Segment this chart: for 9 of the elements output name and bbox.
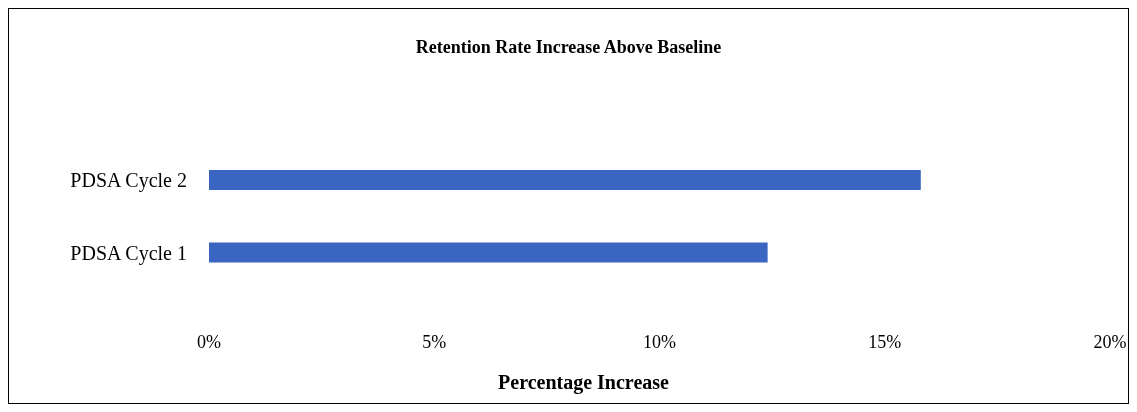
y-tick-label: PDSA Cycle 1 <box>70 241 187 265</box>
x-tick-label: 20% <box>1093 331 1127 352</box>
chart-title: Retention Rate Increase Above Baseline <box>414 37 723 58</box>
x-tick-label: 10% <box>643 331 676 352</box>
x-tick-label: 15% <box>868 331 902 352</box>
y-tick-label: PDSA Cycle 2 <box>70 169 187 193</box>
x-tick-label: 5% <box>422 331 447 352</box>
x-axis-title: Percentage Increase <box>497 371 670 394</box>
x-tick-label: 0% <box>197 331 221 352</box>
